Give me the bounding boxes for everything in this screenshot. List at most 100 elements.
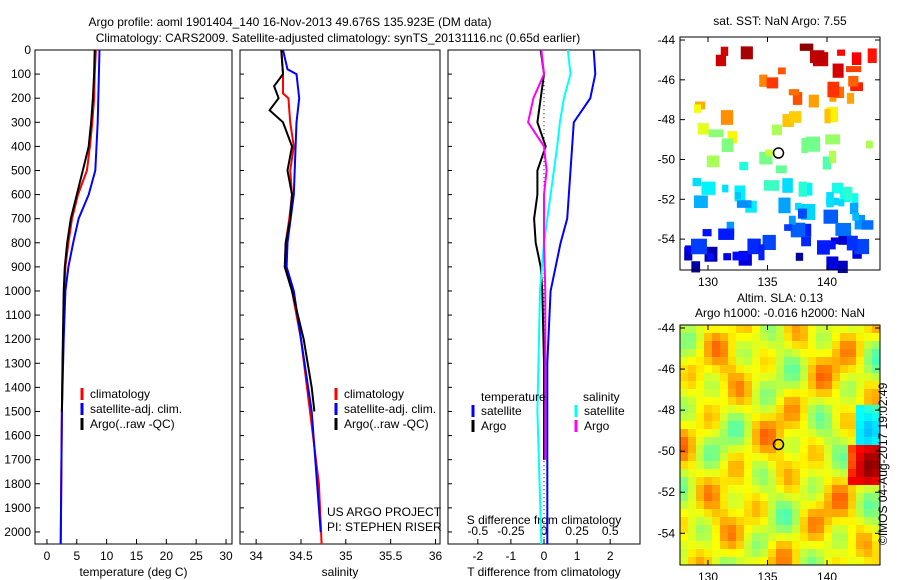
sla-cell	[696, 525, 704, 533]
sla-cell	[696, 341, 704, 349]
sla-cell	[832, 413, 840, 421]
sla-cell	[760, 557, 768, 565]
sla-cell	[680, 557, 688, 565]
sla-cell	[856, 357, 864, 365]
sla-cell	[808, 549, 816, 557]
sla-cell	[792, 341, 800, 349]
sla-cell	[856, 349, 864, 357]
sla-cell	[736, 453, 744, 461]
sla-cell	[872, 557, 880, 565]
sla-cell	[776, 501, 784, 509]
sst-cell	[823, 209, 839, 224]
sla-cell	[824, 533, 832, 541]
sst-cell	[778, 197, 791, 214]
sla-cell	[776, 349, 784, 357]
sla-cell	[768, 517, 776, 525]
sla-cell	[824, 469, 832, 477]
sst-cell	[867, 48, 877, 63]
sla-cell	[816, 469, 824, 477]
sla-cell	[840, 421, 848, 429]
sst-cell	[697, 123, 709, 135]
sla-cell	[736, 477, 744, 485]
sla-cell	[840, 357, 848, 365]
sla-cell	[744, 381, 752, 389]
y-tick-label: 1100	[5, 308, 31, 322]
sla-cell	[872, 333, 880, 341]
sla-cell	[792, 557, 800, 565]
sla-cell	[712, 413, 720, 421]
sla-cell	[688, 389, 696, 397]
sla-cell	[816, 325, 824, 333]
sla-cell	[792, 445, 800, 453]
sla-cell	[688, 357, 696, 365]
sla-cell	[768, 389, 776, 397]
sla-cell	[768, 333, 776, 341]
sst-cell	[837, 260, 848, 274]
sla-cell	[792, 453, 800, 461]
sla-cell	[720, 509, 728, 517]
sla-cell	[736, 405, 744, 413]
sla-cell	[840, 533, 848, 541]
sla-cell	[776, 493, 784, 501]
sla-cell	[864, 405, 872, 413]
sla-cell	[800, 373, 808, 381]
sla-cell	[872, 437, 880, 445]
sla-cell	[728, 341, 736, 349]
sla-cell	[696, 461, 704, 469]
sla-cell	[832, 325, 840, 333]
sla-cell	[816, 389, 824, 397]
sla-cell	[752, 333, 760, 341]
sla-cell	[856, 549, 864, 557]
sst-map-title: sat. SST: NaN Argo: 7.55	[713, 14, 847, 28]
sla-cell	[824, 477, 832, 485]
y-tick-label: 1400	[4, 380, 31, 394]
sla-cell	[688, 517, 696, 525]
sla-cell	[792, 469, 800, 477]
sla-cell	[752, 533, 760, 541]
sla-cell	[784, 485, 792, 493]
sla-cell	[840, 493, 848, 501]
lat-tick-label: -44	[658, 33, 676, 47]
sla-cell	[792, 493, 800, 501]
sla-cell	[752, 517, 760, 525]
sla-cell	[736, 389, 744, 397]
sla-cell	[848, 501, 856, 509]
sla-cell	[728, 493, 736, 501]
sla-cell	[768, 549, 776, 557]
sla-cell	[720, 541, 728, 549]
sla-cell	[720, 381, 728, 389]
sla-cell	[696, 453, 704, 461]
sla-cell	[680, 525, 688, 533]
sst-cell	[846, 235, 858, 251]
sla-cell	[856, 445, 864, 453]
sla-cell	[864, 533, 872, 541]
sla-cell	[832, 477, 840, 485]
sst-cell	[849, 202, 859, 215]
sla-cell	[832, 357, 840, 365]
sla-cell	[776, 357, 784, 365]
sla-cell	[792, 413, 800, 421]
sst-cell	[838, 199, 845, 207]
sla-cell	[744, 421, 752, 429]
sla-cell	[864, 557, 872, 565]
sla-cell	[808, 525, 816, 533]
sla-cell	[744, 477, 752, 485]
sla-cell	[848, 477, 856, 485]
sla-cell	[864, 453, 872, 461]
sla-cell	[704, 333, 712, 341]
sla-cell	[760, 445, 768, 453]
sla-cell	[832, 349, 840, 357]
sla-cell	[760, 421, 768, 429]
sla-cell	[728, 349, 736, 357]
sla-cell	[840, 461, 848, 469]
sla-cell	[776, 389, 784, 397]
sla-cell	[824, 325, 832, 333]
sla-cell	[784, 333, 792, 341]
sla-cell	[688, 461, 696, 469]
sla-cell	[832, 365, 840, 373]
sla-cell	[720, 413, 728, 421]
sla-cell	[816, 493, 824, 501]
sla-cell	[768, 493, 776, 501]
sst-cell	[691, 238, 707, 255]
sst-cell	[702, 229, 712, 237]
